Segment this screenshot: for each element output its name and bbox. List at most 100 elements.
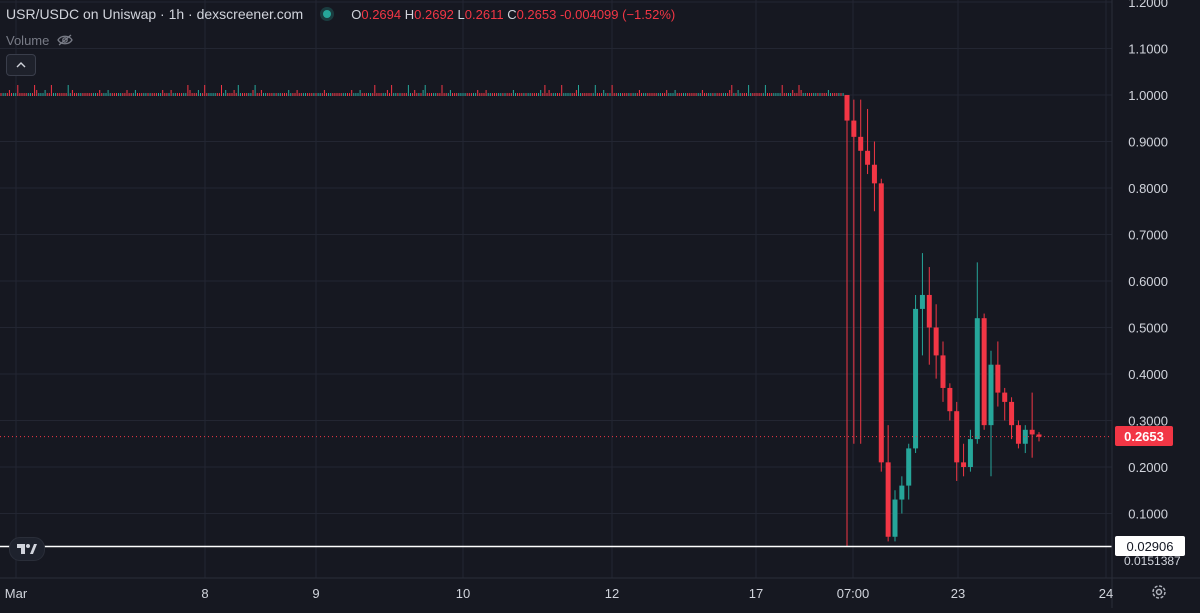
candle-body	[858, 136, 864, 151]
x-tick-label: 07:00	[837, 586, 870, 601]
candle-body	[995, 364, 1001, 393]
low-value: 0.2611	[464, 6, 504, 22]
candle-body	[892, 499, 898, 537]
y-tick-label: 0.6000	[1128, 274, 1168, 289]
candle-body	[933, 327, 939, 356]
candle	[913, 294, 919, 454]
volume-legend: Volume	[6, 31, 74, 49]
candle	[988, 350, 994, 477]
candles	[844, 95, 1042, 547]
candle-body	[961, 462, 967, 467]
y-tick-label: 0.1000	[1128, 507, 1168, 522]
open-key: O	[351, 6, 362, 22]
candle	[926, 267, 932, 365]
x-tick-label: 17	[749, 586, 763, 601]
candle	[1002, 387, 1008, 421]
x-tick-label: Mar	[5, 586, 28, 601]
y-tick-label: 0.2000	[1128, 460, 1168, 475]
candle	[851, 99, 857, 444]
candle	[1022, 425, 1028, 454]
reference-lines	[0, 436, 1112, 548]
candle-body	[981, 318, 987, 426]
chart-legend: USR/USDC on Uniswap · 1h · dexscreener.c…	[6, 5, 675, 23]
y-tick-label: 0.9000	[1128, 135, 1168, 150]
candle-body	[906, 448, 912, 486]
chevron-up-icon	[16, 62, 26, 68]
y-tick-label: 1.2000	[1128, 0, 1168, 10]
candle-body	[988, 364, 994, 426]
candle-body	[878, 183, 884, 463]
candle-body	[974, 318, 980, 440]
collapse-legend-button[interactable]	[6, 54, 36, 76]
candle-body	[1002, 392, 1008, 402]
y-tick-label: 0.5000	[1128, 321, 1168, 336]
candle	[974, 262, 980, 444]
candle-body	[844, 95, 850, 121]
candle	[1015, 420, 1021, 449]
x-tick-label: 10	[456, 586, 470, 601]
eye-off-icon[interactable]	[57, 34, 74, 46]
candle-body	[1036, 434, 1042, 437]
candle	[995, 341, 1001, 407]
candle	[1009, 397, 1015, 440]
y-axis[interactable]: 1.2000 1.1000 1.0000 0.9000 0.8000 0.7000 0.60…	[1111, 0, 1181, 608]
x-axis[interactable]: Mar 8 9 10 12 17 07:00 23 24	[0, 577, 1200, 601]
peg-candles	[0, 85, 844, 96]
candle	[906, 443, 912, 500]
candle-body	[1015, 425, 1021, 444]
candle-body	[947, 387, 953, 412]
status-dot-icon	[323, 10, 332, 18]
candle	[919, 253, 925, 356]
candle-body	[871, 164, 877, 184]
candle-body	[913, 308, 919, 449]
y-tick-label: 0.3000	[1128, 414, 1168, 429]
horizontal-line-tag: 0.02906	[1115, 536, 1185, 556]
candle	[1036, 432, 1042, 442]
ohlc-readout: O0.2694 H0.2692 L0.2611 C0.2653 -0.00409…	[351, 7, 675, 22]
candle-body	[865, 150, 871, 165]
current-price-tag: 0.2653	[1115, 426, 1173, 446]
x-tick-label: 12	[605, 586, 619, 601]
candle-body	[967, 439, 973, 467]
candle-body	[1009, 401, 1015, 426]
candle-body	[1029, 429, 1035, 435]
change-value: -0.004099 (−1.52%)	[559, 6, 676, 22]
chart-title: USR/USDC on Uniswap · 1h · dexscreener.c…	[6, 6, 304, 22]
high-value: 0.2692	[414, 6, 454, 22]
candle	[865, 108, 871, 175]
candle	[947, 383, 953, 421]
candle-body	[851, 120, 857, 137]
candle	[844, 95, 850, 547]
candle-body	[885, 462, 891, 537]
x-tick-label: 23	[951, 586, 965, 601]
candle	[940, 341, 946, 402]
open-value: 0.2694	[361, 6, 402, 22]
candle-body	[899, 485, 905, 500]
candle	[1029, 392, 1035, 458]
y-tick-label-partial: 0.0151387	[1124, 554, 1181, 568]
candle-body	[940, 355, 946, 388]
candle	[933, 304, 939, 379]
x-tick-label: 9	[312, 586, 319, 601]
gear-icon[interactable]	[1150, 583, 1168, 601]
grid	[0, 0, 1112, 578]
candle	[878, 178, 884, 472]
close-key: C	[507, 6, 517, 22]
candle	[858, 99, 864, 444]
x-tick-label: 24	[1099, 586, 1113, 601]
y-tick-label: 1.0000	[1128, 88, 1168, 103]
candle	[967, 429, 973, 472]
candle-body	[919, 294, 925, 309]
tradingview-logo-icon[interactable]	[9, 537, 45, 561]
candle	[961, 443, 967, 477]
low-key: L	[457, 6, 465, 22]
x-tick-label: 8	[201, 586, 208, 601]
candle	[981, 313, 987, 430]
y-tick-label: 0.4000	[1128, 367, 1168, 382]
candle	[899, 476, 905, 514]
y-tick-label: 0.7000	[1128, 228, 1168, 243]
candle	[892, 490, 898, 542]
candle-body	[1022, 429, 1028, 444]
